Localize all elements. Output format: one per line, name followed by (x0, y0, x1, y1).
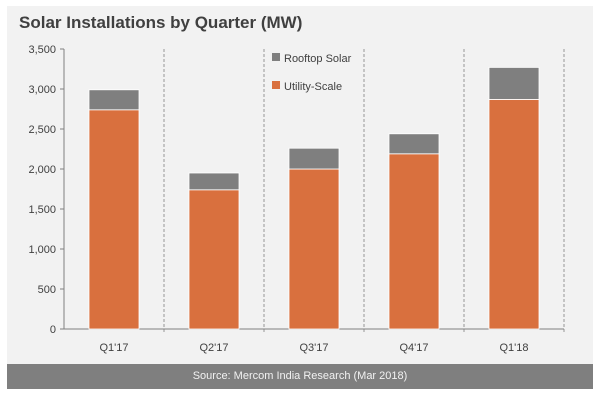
bar-rooftop-solar (188, 172, 240, 191)
bar-rooftop-solar (388, 133, 440, 155)
x-tick-label: Q1'18 (499, 342, 528, 354)
y-tick-label: 500 (38, 284, 56, 296)
chart-title: Solar Installations by Quarter (MW) (19, 13, 303, 32)
x-tick-label: Q4'17 (399, 342, 428, 354)
bar-rooftop-solar (288, 147, 340, 170)
y-tick-label: 1,000 (28, 244, 56, 256)
y-tick-label: 2,000 (28, 164, 56, 176)
bar-rooftop-solar (488, 67, 540, 100)
x-tick-label: Q1'17 (99, 342, 128, 354)
bar-utility-scale (188, 189, 240, 330)
y-tick-label: 0 (50, 324, 56, 336)
x-tick-label: Q2'17 (199, 342, 228, 354)
y-tick-label: 3,500 (28, 44, 56, 56)
legend-label: Rooftop Solar (284, 53, 352, 65)
source-footer: Source: Mercom India Research (Mar 2018) (7, 364, 593, 389)
bar-utility-scale (288, 168, 340, 330)
y-tick-label: 1,500 (28, 204, 56, 216)
legend-swatch (272, 81, 280, 89)
bar-utility-scale (88, 109, 140, 330)
bar-utility-scale (488, 99, 540, 330)
x-tick-label: Q3'17 (299, 342, 328, 354)
bar-utility-scale (388, 153, 440, 330)
y-tick-label: 2,500 (28, 124, 56, 136)
legend-label: Utility-Scale (284, 81, 342, 93)
bar-rooftop-solar (88, 89, 140, 111)
legend-swatch (272, 53, 280, 61)
y-tick-label: 3,000 (28, 84, 56, 96)
